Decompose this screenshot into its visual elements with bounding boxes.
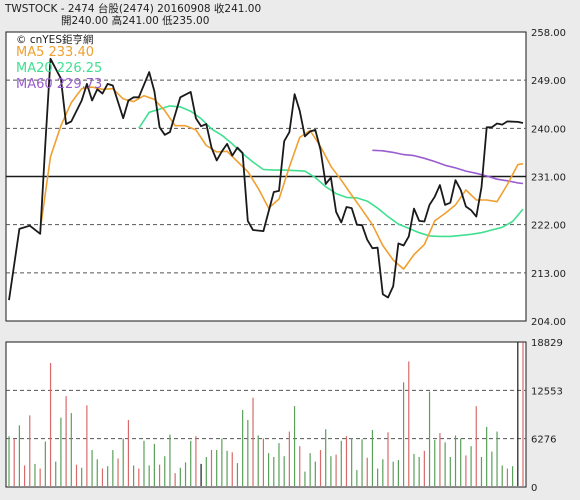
volume-bars [8,342,524,486]
series-line-close [8,57,524,301]
source-credit: © cnYES鉅亨網 [16,33,93,46]
price-tick-label: 240.00 [531,124,566,135]
price-lines [8,57,524,301]
volume-tick-label: 0 [531,483,537,494]
price-tick-label: 231.00 [531,173,566,184]
volume-tick-label: 18829 [531,338,563,349]
price-tick-label: 213.00 [531,269,566,280]
series-line-ma20 [138,105,524,238]
series-line-ma60 [372,149,524,185]
volume-panel [5,341,527,488]
volume-tick-label: 12553 [531,386,563,397]
legend-ma20: MA20 226.25 [16,61,102,76]
header-line-2: 開240.00 高241.00 低235.00 [61,14,209,27]
volume-tick-label: 6276 [531,435,556,446]
price-tick-label: 258.00 [531,28,566,39]
legend-ma60: MA60 229.73 [16,77,102,92]
series-line-ma5 [39,86,524,270]
price-tick-label: 249.00 [531,76,566,87]
legend-ma5: MA5 233.40 [16,45,94,60]
price-tick-label: 204.00 [531,317,566,328]
header-line-1: TWSTOCK - 2474 台股(2474) 20160908 收241.00 [4,2,261,15]
volume-gridlines [6,389,526,440]
volume-axis-ticks: 18829 12553 6276 0 [531,338,563,494]
price-tick-label: 222.00 [531,221,566,232]
price-axis-ticks: 258.00 249.00 240.00 231.00 222.00 213.00 204.… [531,28,566,328]
